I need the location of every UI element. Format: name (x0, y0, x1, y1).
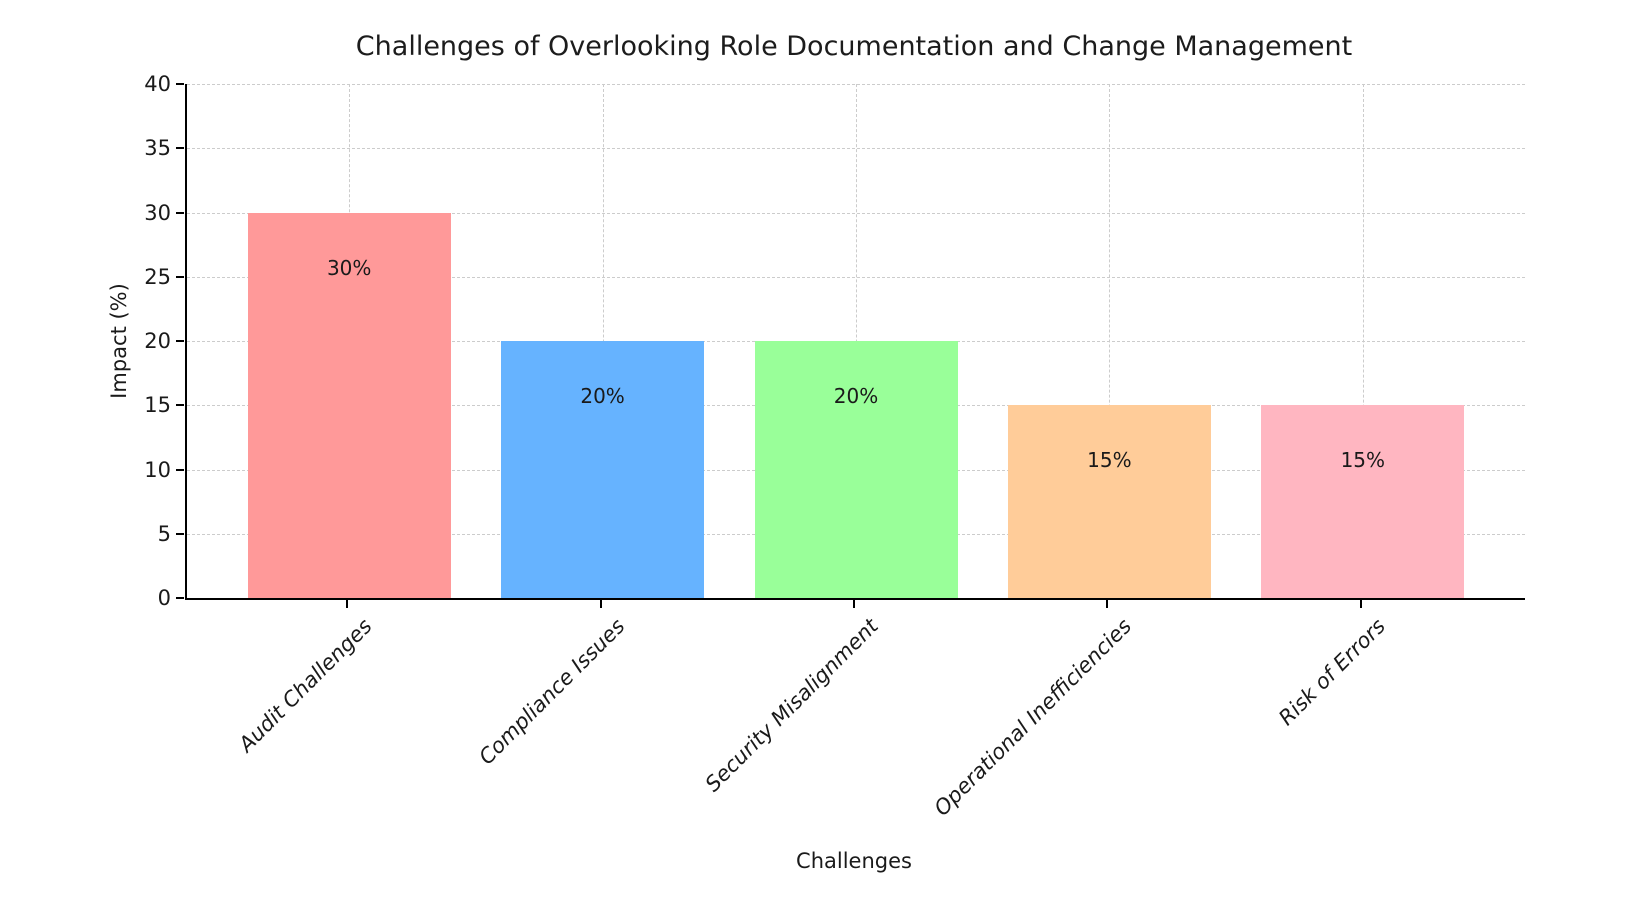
y-axis-tick (176, 147, 184, 150)
y-axis-tick (176, 532, 184, 535)
y-axis-tick (176, 340, 184, 342)
y-tick-label: 0 (157, 586, 171, 610)
x-axis-tick (1359, 600, 1362, 608)
x-tick-label: Audit Challenges (233, 614, 377, 757)
x-tick-label: Compliance Issues (474, 614, 630, 770)
y-axis-tick (176, 468, 184, 471)
y-axis-tick (176, 211, 184, 214)
y-tick-label: 40 (144, 72, 171, 96)
y-tick-label: 25 (144, 264, 171, 289)
plot-area: 30% 20% 20% 15% 15% (185, 84, 1525, 600)
y-tick-label: 30 (144, 200, 171, 225)
bar-0 (247, 212, 451, 598)
v-gridline (1362, 84, 1364, 598)
x-tick-label: Risk of Errors (1273, 614, 1390, 731)
bar-value-label: 20% (833, 384, 879, 408)
y-tick-label: 5 (157, 521, 171, 546)
y-tick-label: 20 (144, 329, 171, 353)
y-tick-label: 15 (144, 393, 171, 418)
y-axis-tick (176, 275, 184, 278)
bar-value-label: 20% (580, 384, 625, 408)
y-axis-tick (176, 83, 184, 85)
bar-value-label: 15% (1087, 448, 1132, 473)
bar-value-label: 30% (326, 255, 372, 280)
bar-3 (1007, 405, 1211, 598)
chart-title: Challenges of Overlooking Role Documenta… (355, 31, 1353, 62)
x-axis-label: Challenges (796, 849, 912, 873)
x-tick-label: Security Misalignment (700, 614, 883, 797)
x-axis-tick (346, 600, 349, 608)
bar-1 (501, 341, 705, 598)
x-axis-tick (1106, 600, 1109, 608)
y-tick-label: 35 (144, 136, 171, 161)
y-axis-label: Impact (%) (107, 283, 131, 399)
x-tick-label: Operational Inefficiencies (929, 614, 1137, 821)
y-axis-tick (176, 597, 184, 599)
x-axis-tick (853, 600, 855, 608)
bar-2 (754, 341, 958, 598)
v-gridline (1109, 84, 1111, 598)
x-axis-tick (599, 600, 602, 608)
y-tick-label: 10 (144, 457, 171, 482)
y-axis-tick (176, 404, 184, 407)
bar-value-label: 15% (1340, 448, 1386, 473)
bar-4 (1261, 405, 1465, 598)
